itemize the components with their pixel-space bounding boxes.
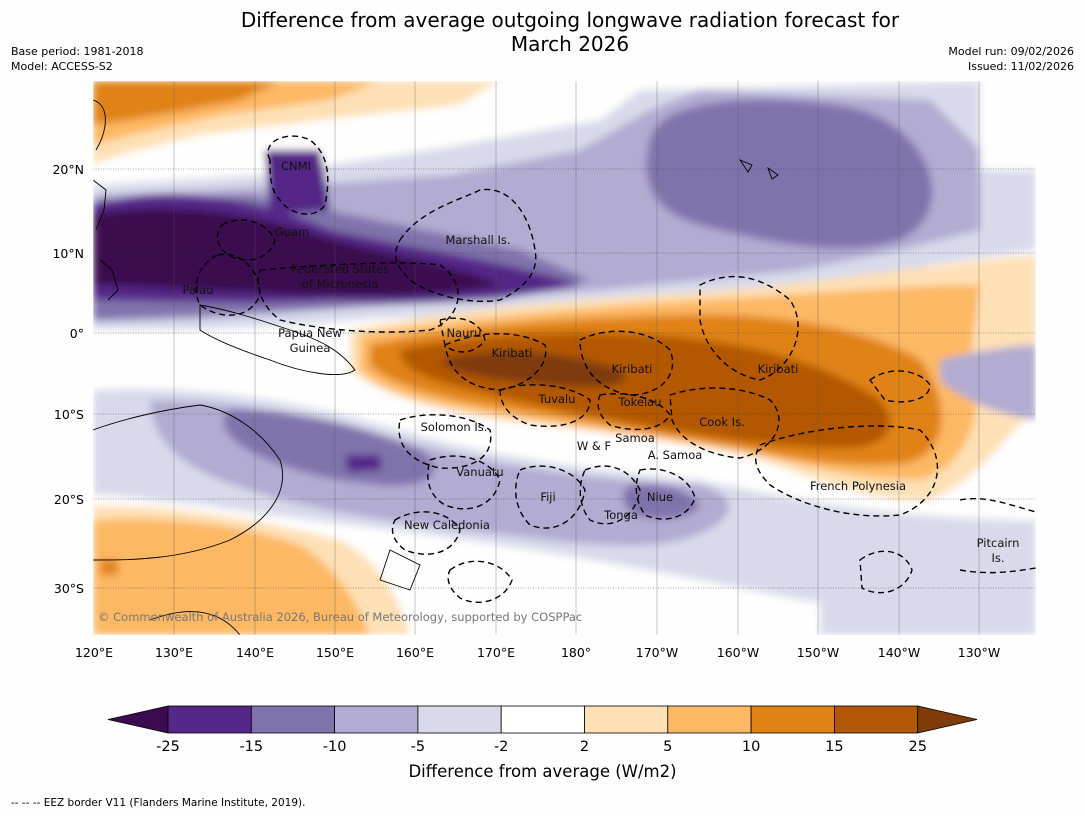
- label-vanuatu: Vanuatu: [456, 465, 503, 479]
- colorbar-tick-label: -15: [239, 739, 263, 755]
- colorbar-tick-label: -25: [156, 739, 180, 755]
- colorbar-extend-low: [107, 705, 169, 734]
- label-kiribati-central: Kiribati: [612, 362, 653, 376]
- label-solomon: Solomon Is.: [421, 420, 488, 434]
- chart-title: Difference from average outgoing longwav…: [200, 8, 940, 56]
- lon-tick: 180°: [561, 645, 591, 660]
- label-niue: Niue: [647, 490, 673, 504]
- longitude-tick-labels: 120°E 130°E 140°E 150°E 160°E 170°E 180°…: [75, 645, 1000, 660]
- issued-date: Issued: 11/02/2026: [967, 60, 1074, 73]
- colorbar-bin: [750, 705, 835, 734]
- label-pitcairn-1: Pitcairn: [977, 536, 1020, 550]
- lon-tick: 130°E: [155, 645, 193, 660]
- colorbar-extend-high: [917, 705, 978, 734]
- label-wallis-futuna: W & F: [577, 439, 611, 453]
- colorbar-bin: [667, 705, 752, 734]
- label-png-1: Papua New: [278, 326, 342, 340]
- label-kiribati-west: Kiribati: [492, 346, 533, 360]
- label-new-caledonia: New Caledonia: [404, 518, 490, 532]
- latitude-lines: [93, 168, 1036, 589]
- colorbar: -25 -15 -10 -5 -2 2 5 10 15 25: [107, 705, 978, 755]
- label-guam: Guam: [275, 225, 309, 239]
- colorbar-tick-label: -2: [494, 739, 508, 755]
- label-cnmi: CNMI: [281, 159, 311, 173]
- lat-tick: 10°S: [54, 407, 84, 422]
- copyright-text: © Commonwealth of Australia 2026, Bureau…: [98, 610, 582, 624]
- label-marshall: Marshall Is.: [445, 233, 510, 247]
- label-kiribati-east: Kiribati: [758, 362, 799, 376]
- title-line-2: March 2026: [510, 32, 630, 56]
- title-line-1: Difference from average outgoing longwav…: [240, 8, 900, 32]
- label-samoa: Samoa: [615, 431, 655, 445]
- lon-tick: 160°E: [396, 645, 434, 660]
- eez-legend-note: -- -- -- EEZ border V11 (Flanders Marine…: [11, 797, 306, 809]
- lat-tick: 0°: [70, 326, 84, 341]
- label-fsm-1: Federated States: [291, 262, 389, 276]
- label-tokelau: Tokelau: [618, 395, 662, 409]
- lon-tick: 140°E: [236, 645, 274, 660]
- colorbar-bin: [167, 705, 252, 734]
- colorbar-bin: [500, 705, 585, 734]
- model-name: Model: ACCESS-S2: [11, 60, 113, 73]
- lon-tick: 150°E: [316, 645, 354, 660]
- colorbar-tick-label: 2: [580, 739, 589, 755]
- region-labels: CNMI Guam Marshall Is. Federated States …: [183, 159, 1020, 565]
- label-tonga: Tonga: [603, 508, 638, 522]
- lon-tick: 140°W: [878, 645, 920, 660]
- label-american-samoa: A. Samoa: [648, 448, 703, 462]
- label-fsm-2: of Micronesia: [302, 277, 378, 291]
- lon-tick: 170°W: [636, 645, 678, 660]
- graticule: [173, 81, 980, 635]
- label-palau: Palau: [183, 283, 214, 297]
- run-info: Model run: 09/02/2026 Issued: 11/02/2026: [948, 44, 1074, 74]
- coastlines: [93, 99, 779, 635]
- colorbar-tick-label: 25: [908, 739, 926, 755]
- label-png-2: Guinea: [290, 341, 331, 355]
- colorbar-tick-label: 10: [742, 739, 760, 755]
- lon-tick: 120°E: [75, 645, 113, 660]
- label-tuvalu: Tuvalu: [538, 392, 576, 406]
- lat-tick: 20°S: [54, 492, 84, 507]
- lon-tick: 150°W: [797, 645, 839, 660]
- colorbar-bin: [334, 705, 419, 734]
- model-run-date: Model run: 09/02/2026: [948, 45, 1074, 58]
- lon-tick: 130°W: [958, 645, 1000, 660]
- lat-tick: 30°S: [54, 581, 84, 596]
- anomaly-field: [93, 81, 1036, 635]
- colorbar-tick-label: 15: [825, 739, 843, 755]
- lat-tick: 10°N: [52, 246, 84, 261]
- colorbar-tick-label: 5: [663, 739, 672, 755]
- colorbar-bin: [834, 705, 919, 734]
- colorbar-bin: [250, 705, 336, 734]
- label-pitcairn-2: Is.: [991, 551, 1004, 565]
- colorbar-tick-label: -5: [411, 739, 425, 755]
- lon-tick: 160°W: [717, 645, 759, 660]
- colorbar-title: Difference from average (W/m2): [408, 762, 677, 781]
- label-fiji: Fiji: [540, 490, 555, 504]
- colorbar-bin: [584, 705, 669, 734]
- latitude-tick-labels: 20°N 10°N 0° 10°S 20°S 30°S: [52, 162, 84, 596]
- colorbar-bin: [417, 705, 502, 734]
- eez-borders: [195, 135, 1036, 603]
- model-info: Base period: 1981-2018 Model: ACCESS-S2: [11, 44, 143, 74]
- label-nauru: Nauru: [447, 326, 482, 340]
- label-cook: Cook Is.: [699, 415, 744, 429]
- lat-tick: 20°N: [52, 162, 84, 177]
- lon-tick: 170°E: [477, 645, 515, 660]
- label-french-polynesia: French Polynesia: [810, 479, 906, 493]
- base-period: Base period: 1981-2018: [11, 45, 144, 58]
- colorbar-tick-label: -10: [323, 739, 347, 755]
- map-frame: [92, 80, 1037, 636]
- map-area: CNMI Guam Marshall Is. Federated States …: [93, 81, 1036, 635]
